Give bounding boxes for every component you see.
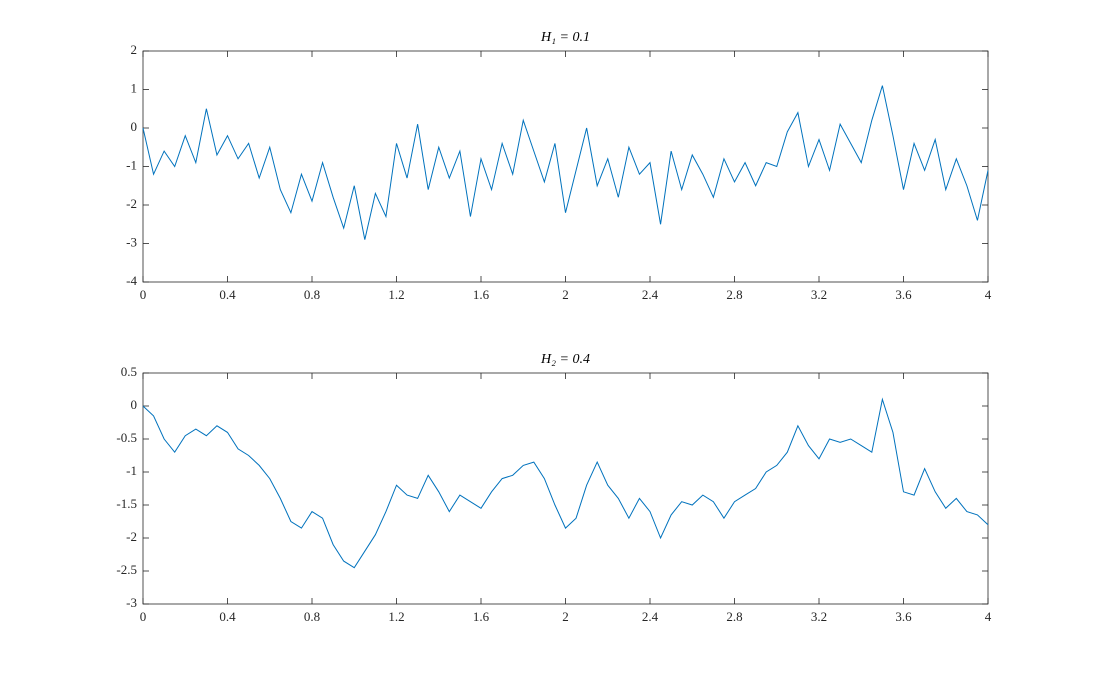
y-tick-label: 2 — [131, 42, 138, 57]
y-tick-label: -1.5 — [116, 496, 137, 511]
y-tick-label: 1 — [131, 80, 138, 95]
x-tick-label: 4 — [985, 609, 992, 624]
x-tick-label: 2.8 — [726, 287, 742, 302]
x-tick-label: 3.2 — [811, 609, 827, 624]
data-line — [142, 85, 989, 240]
chart-title: H₁ = 0.1 — [540, 30, 590, 45]
x-tick-label: 2.4 — [642, 609, 659, 624]
x-tick-label: 0 — [140, 609, 147, 624]
x-tick-label: 1.2 — [388, 287, 404, 302]
x-tick-label: 1.6 — [473, 287, 490, 302]
x-tick-label: 0.4 — [219, 609, 236, 624]
y-tick-label: 0 — [131, 119, 138, 134]
y-tick-label: 0 — [131, 397, 138, 412]
x-tick-label: 0.8 — [304, 609, 320, 624]
data-line — [142, 397, 989, 569]
x-tick-label: 3.6 — [895, 287, 912, 302]
y-tick-label: -3 — [126, 595, 137, 610]
x-tick-label: 2 — [562, 287, 569, 302]
y-tick-label: -3 — [126, 234, 137, 249]
y-tick-label: -2.5 — [116, 562, 137, 577]
axes-box — [142, 372, 989, 605]
y-tick-label: -1 — [126, 463, 137, 478]
x-tick-label: 4 — [985, 287, 992, 302]
x-tick-label: 2.8 — [726, 609, 742, 624]
x-tick-label: 2.4 — [642, 287, 659, 302]
y-tick-label: 0.5 — [121, 364, 137, 379]
y-tick-label: -2 — [126, 529, 137, 544]
y-tick-label: -0.5 — [116, 430, 137, 445]
x-tick-label: 0.8 — [304, 287, 320, 302]
x-tick-label: 2 — [562, 609, 569, 624]
x-tick-label: 0 — [140, 287, 147, 302]
x-tick-label: 0.4 — [219, 287, 236, 302]
y-tick-label: -1 — [126, 157, 137, 172]
axes-box — [142, 50, 989, 283]
x-tick-label: 1.6 — [473, 609, 490, 624]
y-tick-label: -2 — [126, 196, 137, 211]
y-tick-label: -4 — [126, 273, 137, 288]
x-tick-label: 1.2 — [388, 609, 404, 624]
x-tick-label: 3.6 — [895, 609, 912, 624]
chart-title: H₂ = 0.4 — [540, 352, 590, 367]
x-tick-label: 3.2 — [811, 287, 827, 302]
